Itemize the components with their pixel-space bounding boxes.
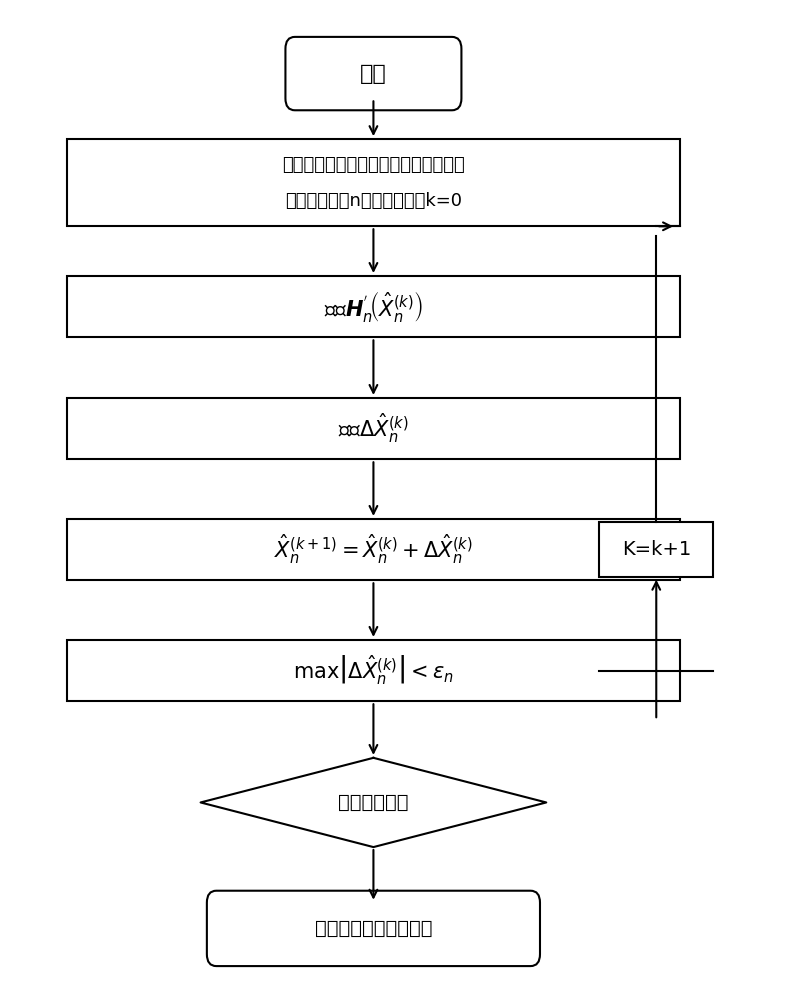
Text: 计算$\boldsymbol{H}_{n}^{'}\!\left(\hat{X}_{n}^{(k)}\right)$: 计算$\boldsymbol{H}_{n}^{'}\!\left(\hat{X}… (324, 289, 423, 324)
Bar (67, 640, 680, 701)
Bar (599, 522, 713, 577)
Text: 计算$\Delta\hat{X}_{n}^{(k)}$: 计算$\Delta\hat{X}_{n}^{(k)}$ (338, 412, 409, 445)
Bar (67, 398, 680, 459)
Bar (67, 276, 680, 337)
Bar (67, 139, 680, 226)
Text: 是否遍历所有: 是否遍历所有 (338, 793, 409, 812)
Polygon shape (201, 758, 546, 847)
FancyBboxPatch shape (285, 37, 461, 110)
Text: $\hat{X}_{n}^{(k+1)}=\hat{X}_{n}^{(k)}+\Delta\hat{X}_{n}^{(k)}$: $\hat{X}_{n}^{(k+1)}=\hat{X}_{n}^{(k)}+\… (274, 533, 472, 566)
Text: 开始: 开始 (360, 64, 387, 84)
Bar (67, 519, 680, 580)
FancyBboxPatch shape (207, 891, 540, 966)
Text: 解得分区状态估计结果: 解得分区状态估计结果 (314, 919, 432, 938)
Text: $\mathrm{max}\left|\Delta\hat{X}_{n}^{(k)}\right|<\varepsilon_{n}$: $\mathrm{max}\left|\Delta\hat{X}_{n}^{(k… (293, 654, 454, 687)
Text: 对最简单元拓扶进行自适应动态分区，: 对最简单元拓扶进行自适应动态分区， (282, 156, 464, 174)
Text: 解得分区个数n，设迭代轮次k=0: 解得分区个数n，设迭代轮次k=0 (285, 192, 462, 210)
Text: K=k+1: K=k+1 (622, 540, 691, 559)
